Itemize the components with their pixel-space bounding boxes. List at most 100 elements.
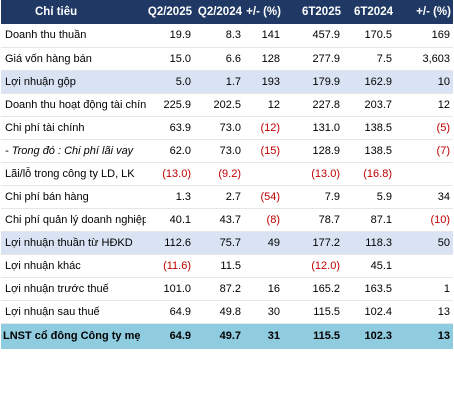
- quarter-change-value: (8): [244, 207, 283, 231]
- row-label: LNST cổ đông Công ty mẹ: [1, 322, 146, 349]
- q2-2025-value: 112.6: [146, 230, 194, 254]
- table-row: Chi phí tài chính 63.9 73.0 (12) 131.0 138.5(…: [1, 115, 453, 139]
- quarter-change-value: 193: [244, 69, 283, 93]
- quarter-change-value: (15): [244, 138, 283, 162]
- table-row: Giá vốn hàng bán 15.0 6.6 128 277.9 7.5 3,603: [1, 46, 453, 70]
- q2-2025-value: 19.9: [169, 29, 191, 42]
- 6t2024-value: 203.7: [343, 92, 395, 116]
- q2-2025-value: (13.0): [146, 161, 194, 185]
- quarter-change-value: (12): [244, 115, 283, 139]
- 6t2025-value: 457.9: [312, 29, 340, 42]
- spacer-cell: [283, 115, 299, 139]
- half-change-value: 12: [395, 92, 453, 116]
- 6t2024-value: 45.1: [343, 253, 395, 277]
- q2-2025-value: 62.0: [146, 138, 194, 162]
- header-6t2024: 6T2024: [353, 6, 393, 18]
- 6t2025-value: 179.9: [299, 69, 343, 93]
- half-change-value: 169: [431, 29, 450, 42]
- 6t2025-value: 177.2: [299, 230, 343, 254]
- 6t2025-value: 165.2: [299, 276, 343, 300]
- 6t2024-value: 87.1: [343, 207, 395, 231]
- 6t2025-value: 131.0: [299, 115, 343, 139]
- half-change-value: 13: [395, 322, 453, 349]
- half-change-value: (10): [395, 207, 453, 231]
- row-label: Giá vốn hàng bán: [1, 46, 146, 70]
- quarter-change-value: [244, 253, 283, 277]
- 6t2025-value: (12.0): [299, 253, 343, 277]
- row-label: Lãi/lỗ trong công ty LD, LK: [1, 161, 146, 185]
- q2-2024-value: 87.2: [194, 276, 244, 300]
- 6t2024-value: 7.5: [343, 46, 395, 70]
- half-change-value: 34: [395, 184, 453, 208]
- financial-results-table: Chỉ tiêu Q2/2025 Q2/2024 +/- (%) 6T2025 …: [1, 0, 453, 349]
- header-indicator: Chỉ tiêu: [35, 6, 78, 18]
- table-row: Doanh thu hoạt động tài chính 225.9 202.5 1…: [1, 92, 453, 116]
- 6t2024-value: 5.9: [343, 184, 395, 208]
- row-label: Chi phí tài chính: [1, 115, 146, 139]
- 6t2024-value: 102.3: [343, 322, 395, 349]
- spacer-cell: [283, 138, 299, 162]
- table-row: Lợi nhuận thuần từ HĐKD 112.6 75.7 49 177.2 1…: [1, 230, 453, 254]
- spacer-cell: [283, 207, 299, 231]
- quarter-change-value: 30: [244, 299, 283, 323]
- half-change-value: 1: [395, 276, 453, 300]
- q2-2025-value: 15.0: [146, 46, 194, 70]
- header-q2-2025: Q2/2025: [147, 6, 192, 18]
- row-label: Lợi nhuận trước thuế: [1, 276, 146, 300]
- half-change-value: [395, 161, 453, 185]
- 6t2025-value: 227.8: [299, 92, 343, 116]
- table-row: Lãi/lỗ trong công ty LD, LK (13.0) (9.2) (1…: [1, 161, 453, 185]
- q2-2025-value: 40.1: [146, 207, 194, 231]
- 6t2024-value: 162.9: [343, 69, 395, 93]
- table-row: Doanh thu thuần 19.9 8.3 141 457.9 170.5 169: [1, 24, 453, 47]
- row-label: Chi phí bán hàng: [1, 184, 146, 208]
- q2-2024-value: 73.0: [194, 138, 244, 162]
- q2-2024-value: 49.8: [194, 299, 244, 323]
- header-6t2025: 6T2025: [301, 6, 341, 18]
- row-label: Lợi nhuận khác: [1, 253, 146, 277]
- q2-2025-value: 1.3: [146, 184, 194, 208]
- 6t2025-value: 115.5: [299, 299, 343, 323]
- q2-2025-value: 5.0: [146, 69, 194, 93]
- q2-2024-value: 6.6: [194, 46, 244, 70]
- 6t2025-value: 277.9: [299, 46, 343, 70]
- q2-2024-value: 1.7: [194, 69, 244, 93]
- header-half-change: +/- (%): [416, 6, 451, 18]
- spacer-cell: [283, 69, 299, 93]
- quarter-change-value: 128: [244, 46, 283, 70]
- half-change-value: 10: [395, 69, 453, 93]
- spacer-cell: [283, 322, 299, 349]
- half-change-value: 3,603: [395, 46, 453, 70]
- spacer-cell: [283, 46, 299, 70]
- spacer-cell: [283, 253, 299, 277]
- q2-2024-value: 75.7: [194, 230, 244, 254]
- half-change-value: 13: [395, 299, 453, 323]
- q2-2024-value: 2.7: [194, 184, 244, 208]
- q2-2024-value: 8.3: [225, 29, 241, 42]
- spacer-cell: [283, 184, 299, 208]
- row-label: Doanh thu hoạt động tài chính: [1, 92, 146, 116]
- spacer-cell: [283, 276, 299, 300]
- header-q2-2024: Q2/2024: [197, 6, 242, 18]
- q2-2024-value: 202.5: [194, 92, 244, 116]
- quarter-change-value: 31: [244, 322, 283, 349]
- quarter-change-value: 141: [261, 29, 280, 42]
- table-row: LNST cổ đông Công ty mẹ 64.9 49.7 31 115.5 10…: [1, 322, 453, 349]
- row-label: Lợi nhuận sau thuế: [1, 299, 146, 323]
- 6t2025-value: 7.9: [299, 184, 343, 208]
- table-row: - Trong đó : Chi phí lãi vay 62.0 73.0 (15)…: [1, 138, 453, 162]
- q2-2025-value: 63.9: [146, 115, 194, 139]
- q2-2025-value: 101.0: [146, 276, 194, 300]
- spacer-cell: [283, 24, 299, 47]
- 6t2024-value: (16.8): [343, 161, 395, 185]
- q2-2025-value: 64.9: [146, 299, 194, 323]
- spacer-cell: [283, 230, 299, 254]
- table-row: Lợi nhuận gộp 5.0 1.7 193 179.9 162.9 10: [1, 69, 453, 93]
- quarter-change-value: (54): [244, 184, 283, 208]
- table-row: Lợi nhuận sau thuế 64.9 49.8 30 115.5 102.4 13: [1, 299, 453, 323]
- 6t2024-value: 138.5: [343, 138, 395, 162]
- 6t2025-value: 128.9: [299, 138, 343, 162]
- q2-2024-value: 49.7: [194, 322, 244, 349]
- quarter-change-value: 49: [244, 230, 283, 254]
- spacer-cell: [283, 161, 299, 185]
